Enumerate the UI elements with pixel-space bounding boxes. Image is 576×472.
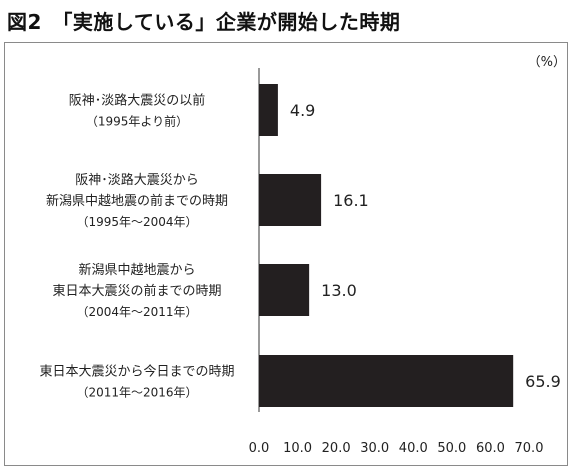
- category-label-3-line-3: （2004年～2011年）: [76, 305, 197, 319]
- category-label-2-line-3: （1995年～2004年）: [76, 215, 197, 229]
- x-tick-label-2: 10.0: [283, 441, 312, 456]
- x-tick-label-8: 70.0: [515, 441, 544, 456]
- category-label-3-line-2: 東日本大震災の前までの時期: [52, 283, 221, 299]
- category-label-4-line-2: （2011年～2016年）: [76, 386, 197, 400]
- category-label-4-line-1: 東日本大震災から今日までの時期: [39, 364, 234, 380]
- category-label-1-line-1: 阪神･淡路大震災の以前: [69, 93, 206, 109]
- value-label-2: 16.1: [333, 191, 369, 210]
- x-tick-label-6: 50.0: [437, 441, 466, 456]
- value-label-1: 4.9: [290, 101, 315, 120]
- category-label-2-line-2: 新潟県中越地震の前までの時期: [46, 193, 228, 209]
- category-labels-group: 阪神･淡路大震災の以前 （1995年より前） 阪神･淡路大震災から新潟県中越地震の前…: [39, 93, 234, 400]
- value-labels-group: 4.9 16.1 13.0 65.9: [290, 101, 561, 391]
- bar-3: [259, 264, 310, 316]
- bar-2: [259, 174, 322, 226]
- x-tick-labels-group: 0.0 10.0 20.0 30.0 40.0 50.0 60.0 70.0: [249, 441, 544, 456]
- category-label-3-line-1: 新潟県中越地震から: [78, 262, 195, 278]
- chart-title: 図2 「実施している」企業が開始した時期: [7, 10, 401, 34]
- x-tick-label-1: 0.0: [249, 441, 270, 456]
- bar-4: [259, 355, 514, 407]
- chart-frame: [4, 42, 568, 466]
- x-tick-label-3: 20.0: [322, 441, 351, 456]
- value-label-3: 13.0: [321, 281, 357, 300]
- bar-1: [259, 84, 278, 136]
- category-label-1-line-2: （1995年より前）: [86, 114, 188, 129]
- x-tick-label-4: 30.0: [360, 441, 389, 456]
- category-label-2-line-1: 阪神･淡路大震災から: [75, 172, 199, 188]
- x-tick-label-7: 60.0: [476, 441, 505, 456]
- bars-group: [259, 84, 514, 407]
- value-label-4: 65.9: [525, 372, 561, 391]
- x-tick-label-5: 40.0: [399, 441, 428, 456]
- unit-label: （%）: [528, 55, 566, 70]
